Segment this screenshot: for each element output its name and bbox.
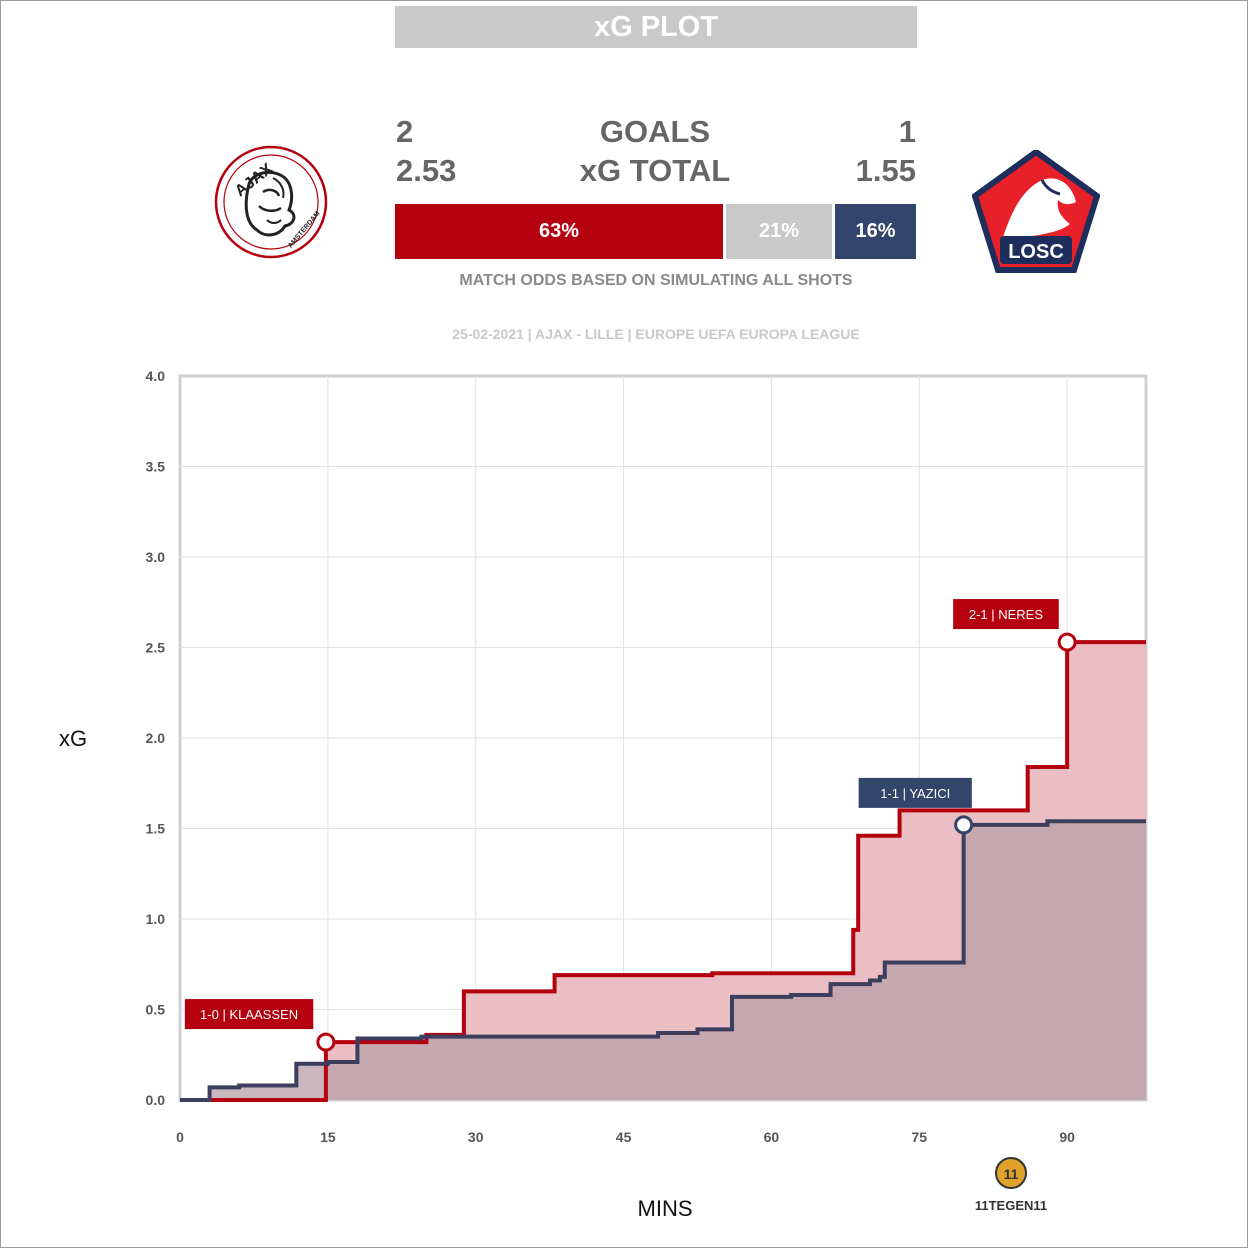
- y-tick-label: 2.0: [146, 730, 166, 746]
- odds-caption: MATCH ODDS BASED ON SIMULATING ALL SHOTS: [459, 272, 853, 289]
- watermark-brand: 11TEGEN11: [975, 1198, 1047, 1213]
- y-tick-label: 1.0: [146, 911, 166, 927]
- y-tick-label: 4.0: [146, 368, 166, 384]
- goal-label-box: [184, 999, 314, 1030]
- goal-marker: [954, 815, 974, 835]
- goal-label-box: [858, 777, 972, 808]
- x-tick-label: 45: [616, 1129, 632, 1145]
- series-area-lille: [180, 821, 1146, 1100]
- x-tick-label: 60: [764, 1129, 780, 1145]
- goal-marker: [1057, 632, 1077, 652]
- home-goals: 2: [396, 114, 414, 149]
- x-tick-label: 75: [911, 1129, 927, 1145]
- match-info: 25-02-2021 | AJAX - LILLE | EUROPE UEFA …: [452, 326, 860, 342]
- y-tick-label: 2.5: [146, 640, 166, 656]
- brand-watermark: 11 11TEGEN11: [975, 1157, 1047, 1213]
- away-goals: 1: [898, 114, 916, 149]
- y-axis-label: xG: [59, 726, 87, 751]
- y-tick-label: 0.5: [146, 1002, 166, 1018]
- page-title: xG PLOT: [395, 6, 917, 48]
- y-tick-label: 3.5: [146, 459, 166, 475]
- ajax-logo: AJAX AMSTERDAM: [214, 145, 328, 259]
- goal-label: 1-0 | KLAASSEN: [200, 1007, 298, 1022]
- x-tick-label: 0: [176, 1129, 184, 1145]
- goal-label: 2-1 | NERES: [969, 607, 1044, 622]
- losc-logo: LOSC: [972, 150, 1100, 273]
- home-win-odds: 63%: [395, 204, 723, 259]
- x-tick-label: 15: [320, 1129, 336, 1145]
- away-win-odds: 16%: [835, 204, 916, 259]
- goal-label-box: [953, 599, 1059, 630]
- watermark-logo-text: 11: [1004, 1166, 1019, 1182]
- goal-label: 1-1 | YAZICI: [880, 786, 950, 801]
- draw-odds: 21%: [726, 204, 832, 259]
- losc-logo-text: LOSC: [1008, 241, 1064, 263]
- x-tick-label: 90: [1059, 1129, 1075, 1145]
- x-axis-label: MINS: [638, 1196, 693, 1221]
- y-tick-label: 3.0: [146, 549, 166, 565]
- x-tick-label: 30: [468, 1129, 484, 1145]
- y-tick-label: 0.0: [146, 1092, 166, 1108]
- home-xg-total: 2.53: [396, 153, 457, 188]
- y-tick-label: 1.5: [146, 821, 166, 837]
- goal-marker: [316, 1032, 336, 1052]
- goals-label: GOALS: [599, 114, 711, 149]
- series-line-lille: [180, 819, 1146, 1102]
- away-xg-total: 1.55: [855, 153, 916, 188]
- xg-total-label: xG TOTAL: [579, 153, 731, 188]
